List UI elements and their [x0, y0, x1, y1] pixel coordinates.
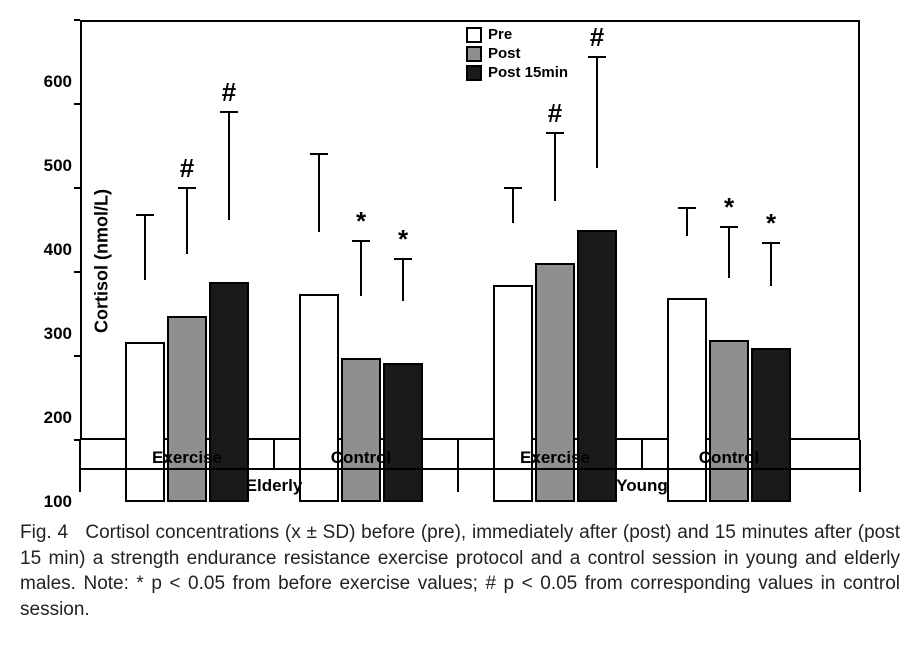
legend-item-post15: Post 15min	[466, 64, 568, 81]
error-bar	[228, 112, 230, 220]
bar	[167, 316, 207, 502]
error-cap	[352, 240, 370, 242]
error-cap	[178, 187, 196, 189]
error-cap	[394, 258, 412, 260]
significance-marker: *	[356, 206, 366, 237]
bar	[341, 358, 381, 502]
error-bar	[318, 154, 320, 231]
bar	[125, 342, 165, 502]
x-tick	[79, 440, 81, 492]
y-tick-label: 600	[44, 72, 80, 92]
y-tick-label: 500	[44, 156, 80, 176]
bar	[751, 348, 791, 502]
significance-marker: #	[180, 153, 194, 184]
legend-swatch	[466, 46, 482, 62]
significance-marker: *	[766, 208, 776, 239]
legend-label: Post	[488, 45, 521, 62]
legend-item-post: Post	[466, 45, 568, 62]
bars-container: # # * * # # * *	[80, 20, 860, 502]
y-tick-label: 300	[44, 324, 80, 344]
x-tick	[457, 440, 459, 492]
error-cap	[678, 207, 696, 209]
error-cap	[546, 132, 564, 134]
error-bar	[554, 133, 556, 200]
legend-swatch	[466, 65, 482, 81]
bar	[667, 298, 707, 502]
significance-marker: *	[398, 224, 408, 255]
subgroup-label: Control	[331, 448, 391, 468]
error-bar	[186, 188, 188, 254]
bar	[383, 363, 423, 502]
error-bar	[402, 259, 404, 301]
error-bar	[144, 215, 146, 281]
legend-label: Post 15min	[488, 64, 568, 81]
significance-marker: #	[548, 98, 562, 129]
error-bar	[512, 188, 514, 223]
supergroup-label: Young	[616, 476, 668, 496]
subgroup-label: Exercise	[152, 448, 222, 468]
x-tick	[273, 440, 275, 468]
error-bar	[728, 227, 730, 277]
x-tick	[641, 440, 643, 468]
error-cap	[720, 226, 738, 228]
y-tick-label: 100	[44, 492, 80, 512]
caption-text: Cortisol concentrations (x ± SD) before …	[20, 522, 900, 620]
y-tick-label: 200	[44, 408, 80, 428]
legend-swatch	[466, 27, 482, 43]
bar	[709, 340, 749, 502]
x-tick	[859, 440, 861, 492]
figure-caption: Fig. 4 Cortisol concentrations (x ± SD) …	[20, 520, 900, 623]
error-bar	[686, 208, 688, 236]
error-bar	[360, 241, 362, 296]
error-cap	[762, 242, 780, 244]
error-bar	[770, 243, 772, 287]
legend-item-pre: Pre	[466, 26, 568, 43]
significance-marker: #	[222, 77, 236, 108]
error-cap	[136, 214, 154, 216]
error-cap	[588, 56, 606, 58]
figure-container: Cortisol (nmol/L) 100200300400500600 ##*…	[20, 20, 900, 623]
error-cap	[220, 111, 238, 113]
significance-marker: *	[724, 192, 734, 223]
error-bar	[596, 57, 598, 168]
subgroup-label: Exercise	[520, 448, 590, 468]
subgroup-label: Control	[699, 448, 759, 468]
figure-label: Fig. 4	[20, 522, 68, 543]
legend-label: Pre	[488, 26, 512, 43]
y-tick-label: 400	[44, 240, 80, 260]
legend: Pre Post Post 15min	[460, 24, 574, 85]
error-cap	[504, 187, 522, 189]
x-subline	[80, 468, 860, 470]
error-cap	[310, 153, 328, 155]
supergroup-label: Elderly	[246, 476, 303, 496]
chart-area: Cortisol (nmol/L) 100200300400500600 ##*…	[80, 20, 860, 502]
bar	[299, 294, 339, 502]
significance-marker: #	[590, 22, 604, 53]
